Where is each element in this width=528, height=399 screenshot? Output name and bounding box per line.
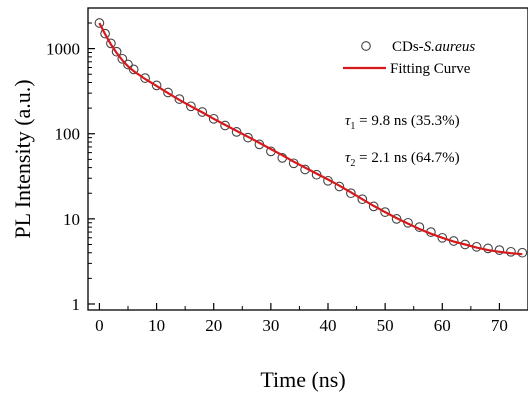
scatter-point	[151, 80, 162, 91]
scatter-point	[357, 194, 368, 205]
scatter-point	[517, 247, 528, 258]
x-tick-label: 10	[148, 316, 165, 335]
x-tick-label: 40	[320, 316, 337, 335]
y-tick-label: 10	[63, 210, 80, 229]
scatter-point	[100, 28, 110, 39]
x-tick-label: 70	[491, 316, 508, 335]
x-tick-label: 30	[262, 316, 279, 335]
scatter-point	[140, 73, 150, 83]
annotation-tau1: τ1 = 9.8 ns (35.3%)	[345, 113, 460, 132]
y-tick-label: 1	[72, 295, 81, 314]
x-axis-title: Time (ns)	[260, 367, 345, 392]
x-tick-label: 60	[434, 316, 451, 335]
scatter-point	[197, 107, 208, 117]
scatter-point	[186, 101, 196, 112]
scatter-point	[391, 214, 402, 224]
legend-label-scatter: CDs-S.aureus	[392, 39, 475, 55]
scatter-point	[208, 113, 219, 124]
scatter-point	[220, 120, 230, 131]
y-tick-label: 1000	[46, 40, 80, 59]
scatter-point	[380, 207, 390, 217]
x-tick-label: 20	[205, 316, 222, 335]
y-axis-title: PL Intensity (a.u.)	[10, 79, 35, 238]
scatter-point	[106, 38, 116, 49]
legend-marker-circle	[361, 41, 371, 51]
legend: CDs-S.aureus Fitting Curve	[343, 39, 475, 77]
scatter-point	[346, 188, 356, 199]
scatter-point	[163, 87, 173, 98]
scatter-point	[437, 232, 448, 243]
y-axis-ticks: 1 10 100 1000	[46, 7, 95, 314]
scatter-point	[94, 18, 105, 28]
x-axis-ticks: 0 10 20 30 40 50 60 70	[95, 303, 508, 335]
scatter-point	[174, 94, 185, 104]
x-tick-label: 0	[95, 316, 104, 335]
scatter-point	[403, 217, 413, 228]
fitting-curve-line	[98, 22, 523, 256]
legend-label-fit: Fitting Curve	[390, 61, 471, 77]
scatter-point	[128, 64, 139, 75]
annotation-tau2: τ2 = 2.1 ns (64.7%)	[345, 150, 460, 169]
scatter-point	[334, 181, 345, 192]
x-tick-label: 50	[377, 316, 394, 335]
scatter-point	[243, 132, 253, 143]
scatter-point	[111, 46, 122, 57]
scatter-point	[117, 53, 128, 64]
scatter-point	[368, 201, 379, 212]
y-tick-label: 100	[55, 125, 81, 144]
scatter-point	[123, 59, 133, 70]
